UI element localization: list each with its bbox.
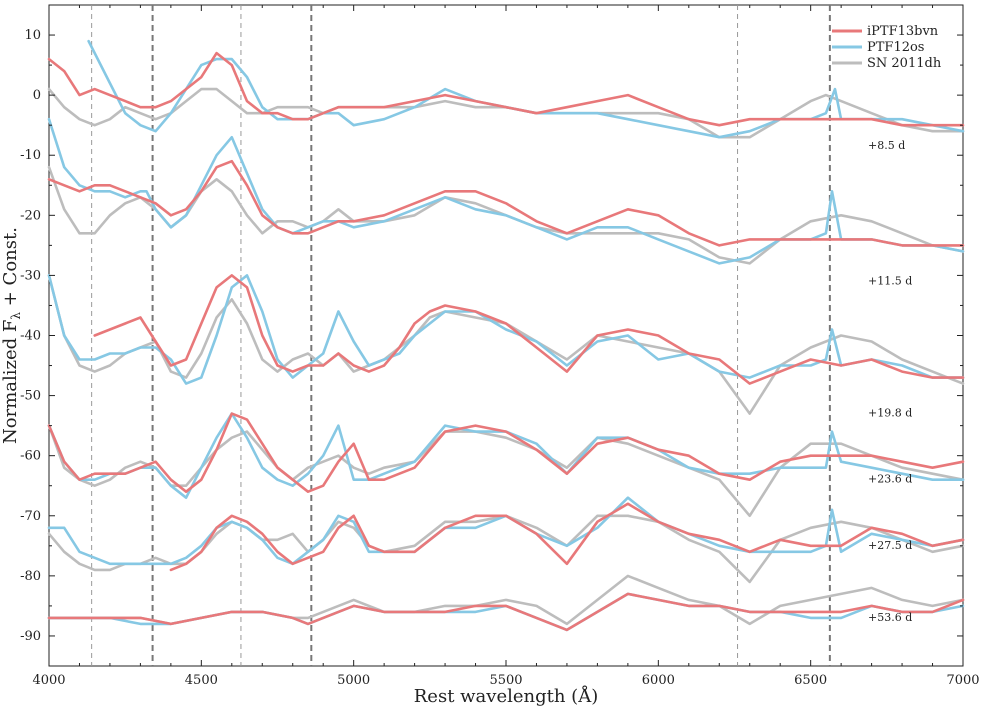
y-tick-label: 0 (33, 88, 41, 103)
y-tick-label: -10 (20, 148, 41, 163)
spectrum-line (47, 424, 965, 518)
spectrum-line (169, 502, 965, 572)
y-tick-label: -90 (20, 629, 41, 644)
spectrum-line (47, 274, 965, 385)
y-tick-label: -50 (20, 389, 41, 404)
y-tick-label: -20 (20, 208, 41, 223)
y-tick-label: -80 (20, 569, 41, 584)
x-tick-label: 5000 (337, 673, 370, 688)
epoch-labels: +8.5 d +11.5 d +19.8 d +23.6 d +27.5 d +53.6 … (868, 139, 912, 624)
x-tick-label: 7000 (946, 673, 979, 688)
epoch-label: +23.6 d (868, 473, 912, 486)
x-tick-label: 6000 (642, 673, 675, 688)
x-tick-label: 4000 (32, 673, 65, 688)
y-tick-label: 10 (24, 28, 41, 43)
plot-frame (48, 4, 964, 667)
epoch-label: +19.8 d (868, 407, 912, 420)
spectrum-line (47, 592, 965, 632)
y-tick-label: -30 (20, 268, 41, 283)
legend-label: SN 2011dh (867, 56, 942, 71)
x-tick-label: 6500 (794, 673, 827, 688)
x-axis-label: Rest wavelength (Å) (414, 685, 598, 707)
y-tick-label: -40 (20, 329, 41, 344)
epoch-label: +11.5 d (868, 274, 912, 287)
spectrum-line (93, 274, 965, 385)
epoch-label: +27.5 d (868, 539, 912, 552)
y-axis-label: Normalized Fλ + Const. (0, 227, 23, 444)
x-tick-label: 5500 (489, 673, 522, 688)
legend-label: iPTF13bvn (867, 24, 939, 39)
y-axis-label-subscript: λ (9, 312, 23, 320)
spectrum-line (47, 496, 965, 566)
spectrum-line (47, 51, 965, 127)
spectrum-line (47, 412, 965, 500)
epoch-label: +53.6 d (868, 611, 912, 624)
spectrum-line (47, 412, 965, 494)
spectral-series (47, 39, 965, 632)
spectrum-line (47, 159, 965, 247)
axis-ticks: 4000 4500 5000 5500 6000 6500 7000 10 0 -10 -20 -30… (20, 5, 980, 688)
x-tick-label: 4500 (185, 673, 218, 688)
spectrum-line (47, 514, 965, 584)
y-tick-label: -70 (20, 509, 41, 524)
legend-label: PTF12os (867, 40, 924, 55)
epoch-label: +8.5 d (868, 139, 905, 152)
spectrum-line (47, 274, 965, 415)
y-axis-label-part: + Const. (0, 227, 21, 312)
y-tick-label: -60 (20, 449, 41, 464)
spectrum-line (47, 117, 965, 265)
y-axis-label-part: Normalized F (0, 320, 21, 444)
